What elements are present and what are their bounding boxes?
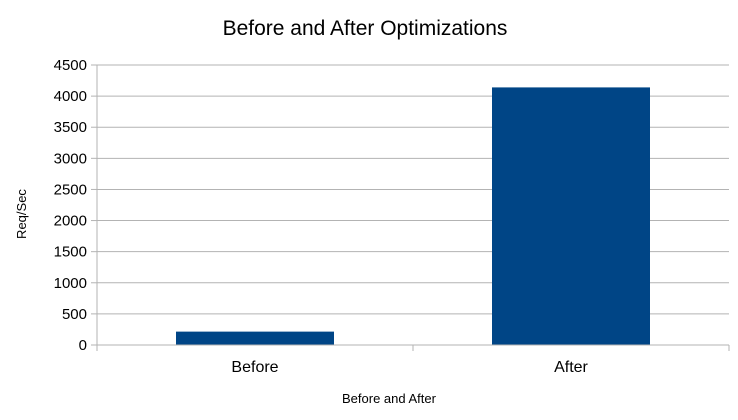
y-tick-label: 1000	[54, 275, 87, 292]
y-tick-labels: 0 500 1000 1500 2000 2500 3000 3500 4000 4500	[54, 57, 87, 354]
y-tick-label: 2500	[54, 181, 87, 198]
axes	[96, 65, 730, 351]
x-tick-labels: Before After	[231, 359, 588, 376]
y-axis-label: Req/Sec	[14, 189, 29, 239]
y-tick-label: 1500	[54, 244, 87, 261]
x-axis-label: Before and After	[342, 391, 437, 406]
y-tick-label: 2000	[54, 213, 87, 230]
y-tick-label: 500	[62, 306, 87, 323]
chart-title: Before and After Optimizations	[223, 17, 508, 40]
bar-before	[176, 331, 334, 345]
y-tick-label: 4500	[54, 57, 87, 74]
x-tick-label: After	[554, 359, 588, 376]
bars	[176, 87, 650, 346]
y-tick-label: 4000	[54, 88, 87, 105]
y-tick-label: 0	[79, 337, 87, 354]
y-tick-label: 3000	[54, 150, 87, 167]
x-tick-label: Before	[231, 359, 278, 376]
y-tick-label: 3500	[54, 119, 87, 136]
bar-after	[492, 87, 650, 346]
